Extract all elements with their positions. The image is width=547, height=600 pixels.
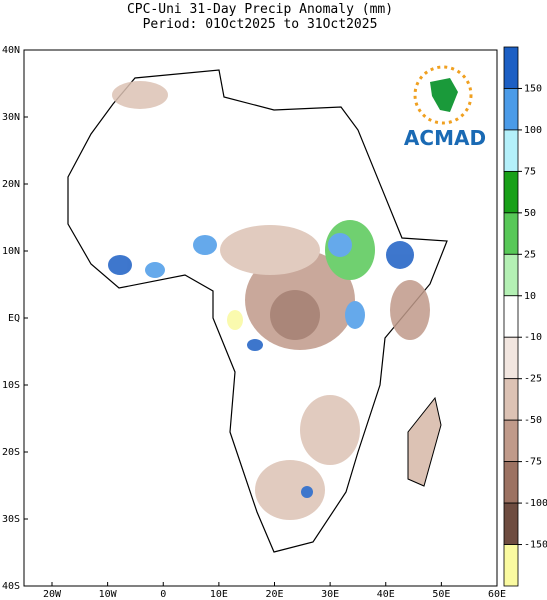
colorbar-label: 25 [524, 249, 536, 260]
colorbar-label: 75 [524, 166, 536, 177]
title: CPC-Uni 31-Day Precip Anomaly (mm) [127, 2, 393, 17]
subtitle: Period: 01Oct2025 to 31Oct2025 [143, 17, 378, 32]
y-tick-label: 20N [2, 179, 20, 190]
y-tick-label: EQ [8, 313, 20, 324]
colorbar-label: -100 [524, 498, 547, 509]
colorbar-box [503, 253, 519, 297]
x-tick-label: 10W [99, 589, 118, 600]
x-tick-label: 60E [488, 589, 506, 600]
colorbar-box [503, 46, 519, 89]
colorbar-label: 100 [524, 125, 542, 136]
y-tick-label: 10S [2, 380, 20, 391]
x-tick-label: 30E [321, 589, 339, 600]
colorbar-label: 50 [524, 208, 536, 219]
colorbar-box [503, 378, 519, 421]
y-tick-label: 40S [2, 581, 20, 592]
colorbar-box [503, 295, 519, 338]
colorbar-box [503, 419, 519, 463]
x-tick-label: 20W [43, 589, 62, 600]
colorbar-label: -50 [524, 415, 542, 426]
y-tick-label: 40N [2, 45, 20, 56]
x-tick-label: 40E [377, 589, 395, 600]
y-tick-label: 20S [2, 447, 20, 458]
colorbar-label: -25 [524, 374, 542, 385]
colorbar-box [503, 461, 519, 504]
colorbar-box [503, 170, 519, 214]
colorbar-box [503, 336, 519, 380]
y-tick-label: 10N [2, 246, 20, 257]
y-tick-label: 30S [2, 514, 20, 525]
colorbar-label: 10 [524, 291, 536, 302]
y-tick-label: 30N [2, 112, 20, 123]
colorbar-box [503, 129, 519, 172]
colorbar-box [503, 212, 519, 255]
colorbar-label: -150 [524, 540, 547, 551]
colorbar-box [503, 502, 519, 545]
colorbar-box [503, 88, 519, 131]
x-tick-label: 20E [265, 589, 283, 600]
x-tick-label: 0 [160, 589, 166, 600]
colorbar-label: -75 [524, 457, 542, 468]
colorbar-label: 150 [524, 83, 542, 94]
logo-text: ACMAD [404, 126, 486, 150]
x-tick-label: 10E [210, 589, 228, 600]
africa [67, 69, 448, 553]
colorbar-label: -10 [524, 332, 542, 343]
x-tick-label: 50E [432, 589, 450, 600]
logo: ACMAD [404, 65, 486, 150]
colorbar-box [503, 544, 519, 587]
